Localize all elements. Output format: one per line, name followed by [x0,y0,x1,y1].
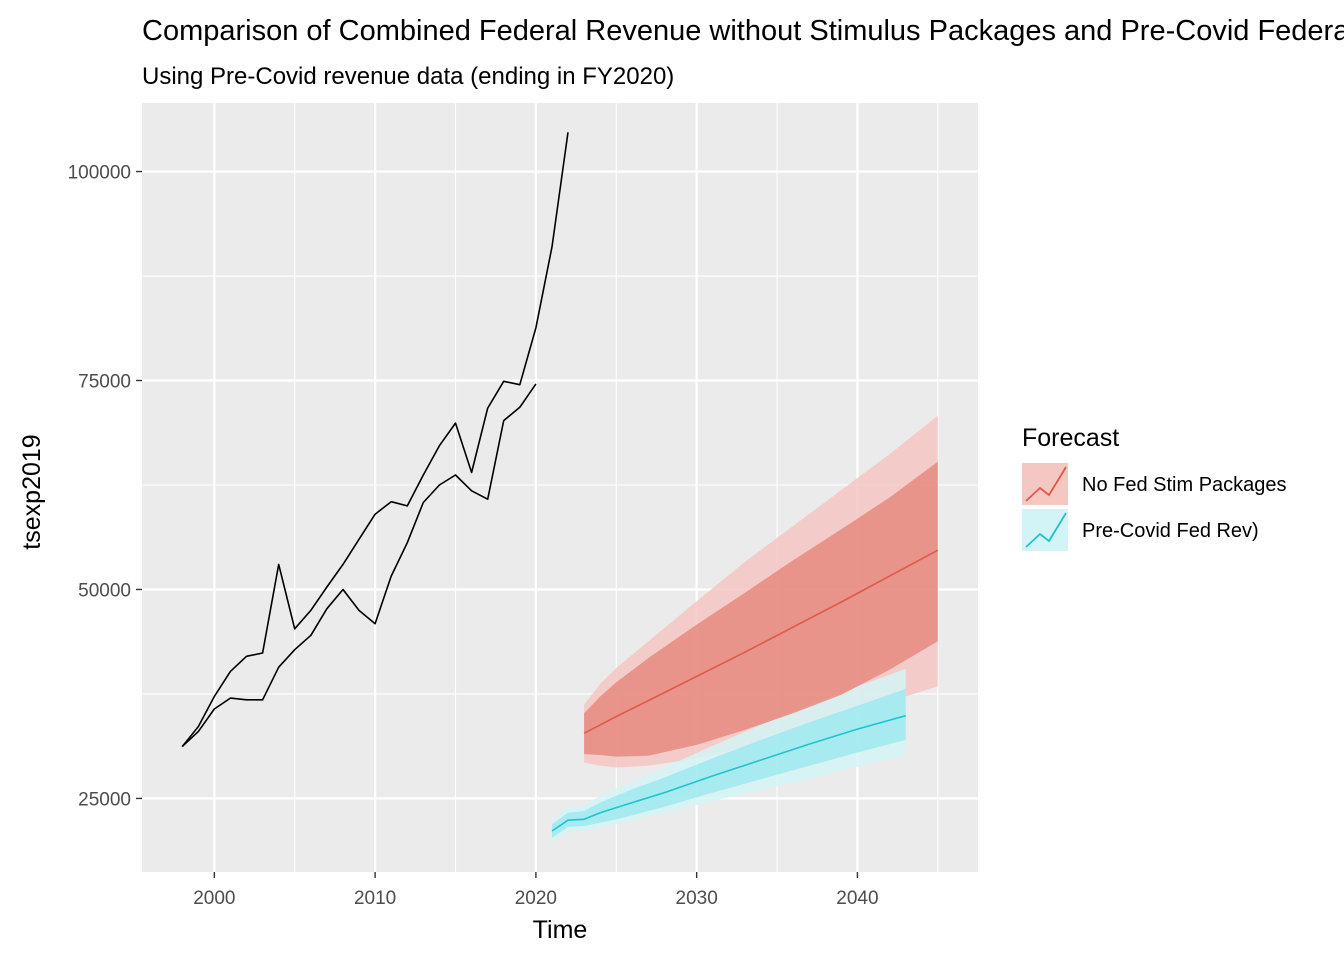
x-axis-title: Time [533,916,588,944]
series-lines [181,132,939,832]
history-line [181,383,537,748]
major-gridlines [142,103,978,872]
legend-key-line [1025,512,1067,548]
y-tick-label: 25000 [78,789,131,810]
legend: Forecast No Fed Stim Packages Pre-Covid F… [1022,424,1287,551]
x-tick-label: 2020 [515,888,557,909]
legend-key-line [1025,466,1067,502]
history-line [181,132,569,748]
y-axis-title: tsexp2019 [18,434,46,549]
forecast-80-band [584,461,938,757]
x-tick-label: 2040 [836,888,878,909]
y-tick-label: 50000 [78,580,131,601]
forecast-mean-line [583,549,939,734]
y-tick-label: 75000 [78,372,131,393]
x-axis-ticks: 2000 2010 2020 2030 2040 [193,872,879,909]
legend-label: Pre-Covid Fed Rev) [1082,520,1259,542]
chart-title: Comparison of Combined Federal Revenue w… [142,15,1344,47]
legend-title: Forecast [1022,424,1119,452]
legend-key [1022,463,1068,505]
chart-subtitle: Using Pre-Covid revenue data (ending in … [142,63,674,90]
y-axis-ticks: 25000 50000 75000 100000 [68,163,142,810]
legend-label: No Fed Stim Packages [1082,474,1287,496]
x-tick-label: 2010 [354,888,396,909]
x-tick-label: 2000 [193,888,235,909]
y-tick-label: 100000 [68,163,131,184]
x-tick-label: 2030 [676,888,718,909]
forecast-mean-line [551,714,906,832]
legend-key [1022,509,1068,551]
